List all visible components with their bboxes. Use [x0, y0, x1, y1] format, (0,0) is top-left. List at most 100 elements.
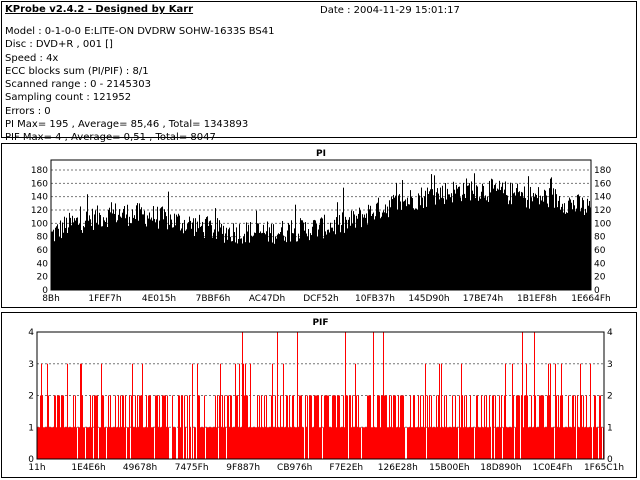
data-bar — [179, 395, 180, 459]
data-bar — [521, 395, 522, 459]
y-tick-label-left: 80 — [37, 233, 49, 243]
data-bar — [548, 207, 549, 290]
data-bar — [315, 220, 316, 290]
data-bar — [510, 427, 511, 459]
data-bar — [155, 395, 156, 459]
data-bar — [555, 363, 556, 459]
data-bar — [346, 219, 347, 290]
data-bar — [310, 395, 311, 459]
data-bar — [369, 209, 370, 290]
data-bar — [294, 228, 295, 290]
data-bar — [315, 395, 316, 459]
data-bar — [250, 363, 251, 459]
data-bar — [528, 427, 529, 459]
x-tick-label: 1FEF7h — [88, 294, 121, 304]
data-bar — [567, 212, 568, 290]
data-series — [51, 173, 591, 290]
data-bar — [239, 224, 240, 290]
data-bar — [352, 395, 353, 459]
data-bar — [564, 427, 565, 459]
data-bar — [258, 223, 259, 290]
data-bar — [536, 195, 537, 290]
data-bar — [361, 227, 362, 290]
data-bar — [482, 427, 483, 459]
data-bar — [356, 395, 357, 459]
data-bar — [587, 198, 588, 290]
data-bar — [74, 427, 75, 459]
data-bar — [93, 229, 94, 290]
x-tick-label: 1E4E6h — [71, 463, 105, 473]
data-bar — [470, 200, 471, 290]
data-bar — [293, 233, 294, 290]
data-bar — [406, 206, 407, 290]
data-bar — [354, 214, 355, 290]
data-bar — [372, 213, 373, 290]
data-bar — [228, 229, 229, 290]
data-bar — [583, 395, 584, 459]
data-bar — [210, 220, 211, 290]
data-bar — [145, 223, 146, 290]
data-bar — [218, 231, 219, 290]
data-bar — [265, 234, 266, 290]
data-bar — [431, 395, 432, 459]
data-bar — [74, 218, 75, 290]
data-bar — [147, 427, 148, 459]
data-bar — [581, 207, 582, 290]
data-bar — [75, 395, 76, 459]
data-bar — [533, 192, 534, 290]
data-bar — [271, 224, 272, 290]
data-bar — [542, 395, 543, 459]
data-bar — [403, 201, 404, 290]
data-bar — [468, 185, 469, 290]
data-bar — [364, 214, 365, 290]
pi-chart-panel: PI 0 0 20 20 40 40 60 60 80 80 100 100 120 120 140 140 16… — [1, 143, 637, 308]
data-bar — [275, 236, 276, 290]
data-bar — [157, 395, 158, 459]
data-bar — [133, 217, 134, 290]
data-bar — [262, 427, 263, 459]
x-tick-label: DCF52h — [303, 294, 339, 304]
data-bar — [566, 427, 567, 459]
data-bar — [321, 395, 322, 459]
data-bar — [177, 216, 178, 290]
data-bar — [207, 427, 208, 459]
data-bar — [434, 175, 435, 290]
data-bar — [481, 191, 482, 290]
data-bar — [303, 222, 304, 290]
y-tick-label-left: 0 — [28, 455, 34, 465]
data-bar — [116, 427, 117, 459]
data-bar — [343, 187, 344, 290]
data-bar — [382, 212, 383, 290]
data-bar — [551, 177, 552, 290]
data-bar — [463, 182, 464, 290]
data-bar — [577, 395, 578, 459]
data-bar — [450, 197, 451, 290]
data-bar — [365, 217, 366, 290]
data-bar — [557, 207, 558, 290]
data-bar — [209, 221, 210, 290]
data-bar — [195, 427, 196, 459]
data-bar — [443, 198, 444, 290]
data-bar — [558, 395, 559, 459]
data-bar — [436, 192, 437, 290]
data-bar — [407, 197, 408, 290]
data-bar — [427, 187, 428, 290]
data-bar — [295, 204, 296, 290]
data-bar — [235, 363, 236, 459]
data-bar — [465, 198, 466, 290]
data-bar — [45, 427, 46, 459]
data-bar — [92, 395, 93, 459]
data-bar — [513, 395, 514, 459]
data-bar — [465, 427, 466, 459]
data-bar — [347, 228, 348, 290]
data-bar — [281, 427, 282, 459]
data-bar — [88, 220, 89, 290]
data-bar — [239, 363, 240, 459]
data-bar — [118, 395, 119, 459]
data-bar — [215, 208, 216, 290]
data-bar — [140, 395, 141, 459]
data-bar — [216, 238, 217, 290]
data-bar — [441, 197, 442, 290]
data-bar — [166, 216, 167, 290]
data-bar — [168, 427, 169, 459]
